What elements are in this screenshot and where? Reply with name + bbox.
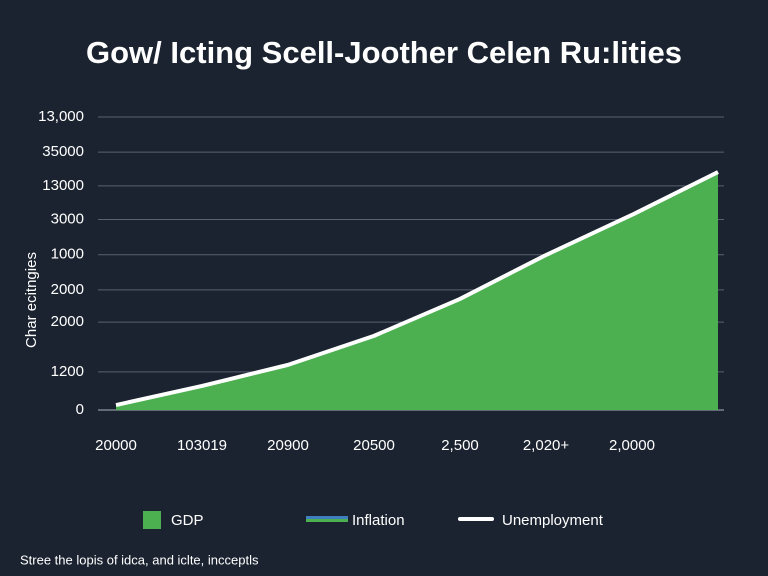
y-tick-label: 0 [76,401,84,418]
legend-label: Inflation [352,512,405,529]
y-tick-label: 2000 [51,313,84,330]
x-tick-label: 103019 [177,437,227,454]
y-tick-label: 3000 [51,211,84,228]
y-axis-label: Char ecitngies [23,252,40,348]
y-tick-label: 35000 [42,143,84,160]
x-tick-label: 20500 [353,437,395,454]
x-tick-label: 20000 [95,437,137,454]
y-tick-label: 13,000 [38,108,84,125]
chart-title: Gow/ Icting Scell-Joother Celen Ru:litie… [86,35,682,70]
x-tick-label: 2,020+ [523,437,570,454]
legend-swatch [306,519,348,522]
x-tick-label: 20900 [267,437,309,454]
y-tick-label: 1200 [51,363,84,380]
footnote: Stree the lopis of idca, and iclte, incc… [20,552,259,567]
y-tick-label: 1000 [51,246,84,263]
line [115,170,719,407]
y-tick-label: 2000 [51,281,84,298]
legend-label: Unemployment [502,512,604,529]
x-tick-label: 2,0000 [609,437,655,454]
y-tick-label: 13000 [42,177,84,194]
legend-swatch [143,511,161,529]
legend-swatch [306,516,348,519]
legend-label: GDP [171,512,204,529]
area [116,172,718,410]
legend-swatch [458,517,494,521]
x-tick-label: 2,500 [441,437,479,454]
